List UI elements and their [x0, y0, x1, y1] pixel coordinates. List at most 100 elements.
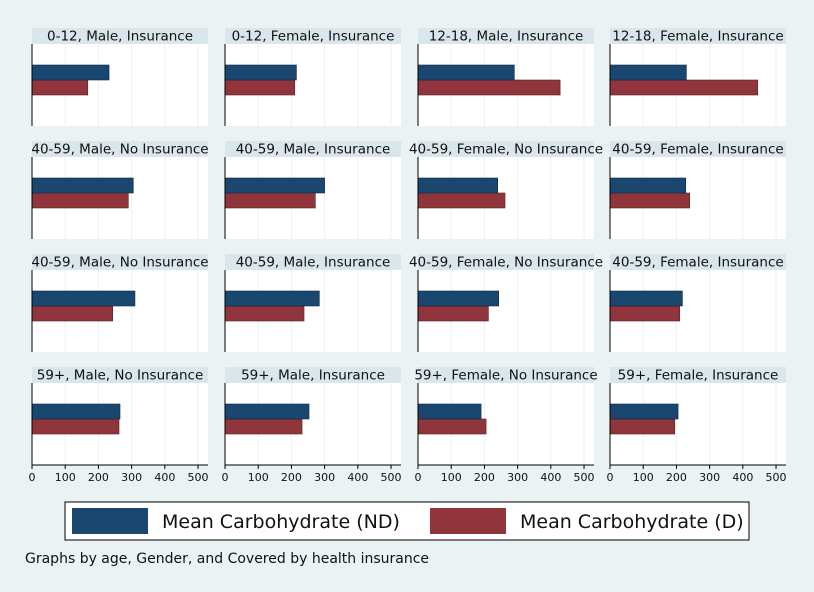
- panel: 59+, Female, Insurance 0 100 200 300 400 500: [607, 367, 787, 484]
- x-tick-label: 0: [29, 471, 36, 484]
- x-tick-label: 400: [347, 471, 368, 484]
- x-tick-label: 100: [55, 471, 76, 484]
- panel: 59+, Male, Insurance 0 100 200 300 400 500: [222, 367, 402, 484]
- panel-title-strip: [32, 367, 208, 383]
- panel-title: 40-59, Female, No Insurance: [409, 255, 603, 271]
- panel: 40-59, Female, Insurance: [609, 254, 786, 352]
- panel: 0-12, Male, Insurance: [31, 28, 208, 126]
- x-tick-label: 0: [415, 471, 422, 484]
- x-tick-label: 500: [574, 471, 595, 484]
- x-tick-label: 400: [540, 471, 561, 484]
- bar-d: [417, 192, 506, 209]
- panel-title-strip: [225, 141, 401, 157]
- legend: Mean Carbohydrate (ND) Mean Carbohydrate…: [64, 501, 750, 541]
- panel-title-strip: [610, 367, 786, 383]
- bar-nd: [609, 403, 679, 420]
- x-tick-label: 300: [314, 471, 335, 484]
- bar-d: [224, 192, 316, 209]
- panel-title: 59+, Female, Insurance: [618, 368, 779, 384]
- panel: 40-59, Male, Insurance: [224, 141, 401, 239]
- panel-title-strip: [418, 367, 594, 383]
- panel-title-strip: [418, 254, 594, 270]
- bar-nd: [31, 177, 134, 194]
- bar-d: [224, 305, 305, 322]
- legend-swatch-nd: [72, 508, 148, 534]
- panel-title-strip: [418, 28, 594, 44]
- panel-title: 40-59, Male, No Insurance: [31, 142, 208, 158]
- x-tick-label: 500: [381, 471, 402, 484]
- bar-d: [31, 305, 113, 322]
- panel-title: 40-59, Female, Insurance: [612, 142, 783, 158]
- bar-nd: [417, 403, 482, 420]
- x-tick-label: 0: [607, 471, 614, 484]
- bar-d: [31, 79, 89, 96]
- bar-d: [417, 79, 561, 96]
- x-tick-label: 100: [633, 471, 654, 484]
- x-tick-label: 200: [474, 471, 495, 484]
- x-tick-label: 500: [766, 471, 787, 484]
- bar-d: [31, 192, 129, 209]
- panel-title: 40-59, Male, Insurance: [236, 142, 391, 158]
- panel-title-strip: [610, 254, 786, 270]
- panel-title: 12-18, Female, Insurance: [612, 29, 783, 45]
- legend-box: [64, 501, 750, 541]
- bar-d: [609, 418, 676, 435]
- panel: 12-18, Male, Insurance: [417, 28, 594, 126]
- panel: 59+, Male, No Insurance 0 100 200 300 400 500: [29, 367, 209, 484]
- bar-nd: [417, 64, 515, 81]
- panel-title-strip: [225, 28, 401, 44]
- bar-d: [31, 418, 120, 435]
- panel-title: 40-59, Female, No Insurance: [409, 142, 603, 158]
- bar-nd: [417, 177, 498, 194]
- panel-title-strip: [225, 254, 401, 270]
- panel-title: 12-18, Male, Insurance: [429, 29, 584, 45]
- panel-title: 40-59, Female, Insurance: [612, 255, 783, 271]
- x-tick-label: 0: [222, 471, 229, 484]
- bar-nd: [31, 64, 110, 81]
- x-tick-label: 300: [121, 471, 142, 484]
- panel-title: 40-59, Male, No Insurance: [31, 255, 208, 271]
- chart-note: Graphs by age, Gender, and Covered by he…: [25, 551, 429, 567]
- x-tick-label: 500: [188, 471, 209, 484]
- bar-d: [609, 305, 681, 322]
- bar-nd: [224, 403, 310, 420]
- panel: 0-12, Female, Insurance: [224, 28, 401, 126]
- legend-label-nd: Mean Carbohydrate (ND): [162, 511, 400, 533]
- x-tick-label: 100: [441, 471, 462, 484]
- bar-nd: [609, 290, 683, 307]
- bar-d: [224, 79, 296, 96]
- panel-title: 59+, Male, No Insurance: [37, 368, 204, 384]
- bar-nd: [224, 290, 320, 307]
- legend-swatch-d: [430, 508, 506, 534]
- panel: 12-18, Female, Insurance: [609, 28, 786, 126]
- bar-nd: [224, 177, 325, 194]
- bar-d: [417, 305, 489, 322]
- panel: 40-59, Female, No Insurance: [409, 141, 603, 239]
- x-tick-label: 200: [666, 471, 687, 484]
- x-tick-label: 400: [154, 471, 175, 484]
- bar-d: [417, 418, 487, 435]
- panel-title-strip: [610, 28, 786, 44]
- bar-d: [609, 79, 759, 96]
- panel-title-strip: [418, 141, 594, 157]
- bar-nd: [31, 290, 136, 307]
- bar-nd: [609, 177, 687, 194]
- bar-nd: [417, 290, 499, 307]
- panel-title-strip: [32, 28, 208, 44]
- bar-d: [609, 192, 690, 209]
- panels-group: 0-12, Male, Insurance 0-12, Female, Insur…: [29, 28, 787, 484]
- x-tick-label: 300: [507, 471, 528, 484]
- panel: 40-59, Male, No Insurance: [31, 254, 209, 352]
- panel: 40-59, Female, Insurance: [609, 141, 786, 239]
- panel: 59+, Female, No Insurance 0 100 200 300 400 50…: [414, 367, 598, 484]
- panel-title-strip: [32, 254, 208, 270]
- panel-title-strip: [32, 141, 208, 157]
- panel-title-strip: [225, 367, 401, 383]
- bar-d: [224, 418, 303, 435]
- panel-title: 59+, Male, Insurance: [241, 368, 385, 384]
- bar-nd: [224, 64, 297, 81]
- x-tick-label: 400: [732, 471, 753, 484]
- panel-title: 59+, Female, No Insurance: [414, 368, 597, 384]
- x-tick-label: 300: [699, 471, 720, 484]
